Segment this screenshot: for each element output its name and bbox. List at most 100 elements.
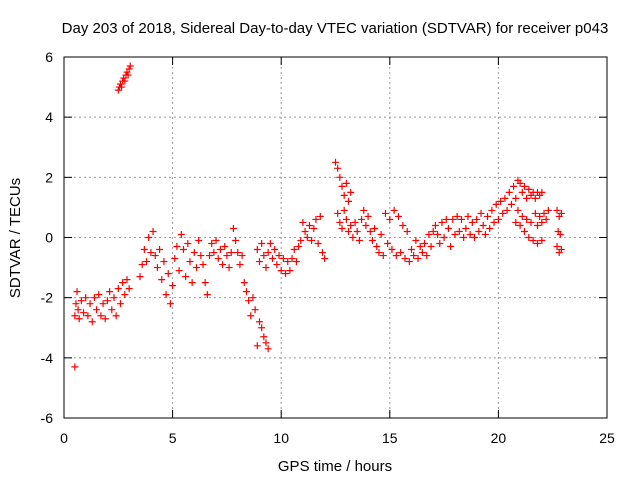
data-point-plus-marker bbox=[184, 240, 192, 248]
x-tick-label: 20 bbox=[491, 430, 507, 446]
data-point-plus-marker bbox=[481, 230, 489, 238]
data-point-plus-marker bbox=[305, 221, 313, 229]
data-point-plus-marker bbox=[223, 252, 231, 260]
data-point-plus-marker bbox=[140, 246, 148, 254]
data-point-plus-marker bbox=[494, 215, 502, 223]
data-point-plus-marker bbox=[412, 237, 420, 245]
data-point-plus-marker bbox=[190, 249, 198, 257]
data-point-plus-marker bbox=[355, 237, 363, 245]
data-point-plus-marker bbox=[477, 209, 485, 217]
data-point-plus-marker bbox=[416, 243, 424, 251]
data-point-plus-marker bbox=[342, 179, 350, 187]
y-tick-label: -4 bbox=[41, 350, 54, 366]
data-point-plus-marker bbox=[95, 291, 103, 299]
data-point-plus-marker bbox=[74, 306, 82, 314]
data-point-plus-marker bbox=[360, 206, 368, 214]
data-point-plus-marker bbox=[264, 249, 272, 257]
data-point-plus-marker bbox=[121, 77, 129, 85]
data-point-plus-marker bbox=[299, 218, 307, 226]
data-point-plus-marker bbox=[290, 246, 298, 254]
data-point-plus-marker bbox=[503, 206, 511, 214]
data-point-plus-marker bbox=[151, 252, 159, 260]
data-point-plus-marker bbox=[473, 215, 481, 223]
data-point-plus-marker bbox=[429, 227, 437, 235]
data-point-plus-marker bbox=[442, 215, 450, 223]
data-point-plus-marker bbox=[347, 188, 355, 196]
data-point-plus-marker bbox=[444, 224, 452, 232]
data-point-plus-marker bbox=[484, 212, 492, 220]
data-point-plus-marker bbox=[340, 206, 348, 214]
data-point-plus-marker bbox=[182, 273, 190, 281]
data-point-plus-marker bbox=[275, 252, 283, 260]
data-point-plus-marker bbox=[512, 218, 520, 226]
data-point-plus-marker bbox=[516, 221, 524, 229]
data-point-plus-marker bbox=[255, 318, 263, 326]
x-tick-label: 25 bbox=[599, 430, 615, 446]
tick-labels: 0 5 10 15 20 25 -6 -4 -2 0 2 4 6 bbox=[41, 49, 615, 446]
data-point-plus-marker bbox=[447, 243, 455, 251]
data-point-plus-marker bbox=[377, 230, 385, 238]
data-point-plus-marker bbox=[277, 267, 285, 275]
data-point-plus-marker bbox=[349, 234, 357, 241]
data-point-plus-marker bbox=[464, 212, 472, 220]
data-point-plus-marker bbox=[266, 240, 274, 248]
data-point-plus-marker bbox=[434, 230, 442, 238]
data-point-plus-marker bbox=[242, 288, 250, 296]
x-axis-label: GPS time / hours bbox=[278, 458, 392, 475]
data-point-plus-marker bbox=[297, 237, 305, 245]
data-point-plus-marker bbox=[516, 179, 524, 187]
data-point-plus-marker bbox=[253, 342, 261, 350]
data-point-plus-marker bbox=[121, 291, 129, 299]
data-point-plus-marker bbox=[368, 237, 376, 245]
data-point-plus-marker bbox=[375, 249, 383, 257]
data-point-plus-marker bbox=[390, 206, 398, 214]
data-point-plus-marker bbox=[497, 197, 505, 205]
data-point-plus-marker bbox=[556, 230, 564, 238]
data-point-plus-marker bbox=[401, 255, 409, 263]
data-point-plus-marker bbox=[247, 312, 255, 320]
data-point-plus-marker bbox=[466, 230, 474, 238]
data-point-plus-marker bbox=[303, 234, 311, 241]
data-point-plus-marker bbox=[201, 279, 209, 287]
data-point-plus-marker bbox=[414, 255, 422, 263]
data-point-plus-marker bbox=[114, 86, 122, 94]
data-point-plus-marker bbox=[269, 255, 277, 263]
data-point-plus-marker bbox=[149, 227, 157, 235]
data-point-plus-marker bbox=[336, 173, 344, 181]
data-point-plus-marker bbox=[529, 237, 537, 245]
data-point-plus-marker bbox=[425, 230, 433, 238]
data-point-plus-marker bbox=[392, 252, 400, 260]
data-point-plus-marker bbox=[340, 191, 348, 199]
data-point-plus-marker bbox=[388, 246, 396, 254]
data-point-plus-marker bbox=[210, 249, 218, 257]
data-point-plus-marker bbox=[249, 294, 257, 302]
data-point-plus-marker bbox=[449, 215, 457, 223]
data-point-plus-marker bbox=[286, 267, 294, 275]
data-point-plus-marker bbox=[310, 224, 318, 232]
data-point-plus-marker bbox=[488, 206, 496, 214]
data-point-plus-marker bbox=[71, 312, 79, 320]
data-point-plus-marker bbox=[225, 264, 233, 272]
data-point-plus-marker bbox=[295, 243, 303, 251]
data-point-plus-marker bbox=[540, 209, 548, 217]
data-point-plus-marker bbox=[273, 261, 281, 269]
data-point-plus-marker bbox=[288, 255, 296, 263]
data-point-plus-marker bbox=[518, 212, 526, 220]
data-point-plus-marker bbox=[440, 234, 448, 241]
data-point-plus-marker bbox=[238, 252, 246, 260]
data-point-plus-marker bbox=[353, 227, 361, 235]
data-point-plus-marker bbox=[160, 258, 168, 266]
data-point-plus-marker bbox=[557, 209, 565, 217]
data-point-plus-marker bbox=[208, 240, 216, 248]
data-point-plus-marker bbox=[166, 300, 174, 308]
data-point-plus-marker bbox=[336, 218, 344, 226]
data-point-plus-marker bbox=[75, 315, 83, 323]
data-point-plus-marker bbox=[505, 188, 513, 196]
data-point-plus-marker bbox=[423, 252, 431, 260]
data-point-plus-marker bbox=[147, 249, 155, 257]
data-point-plus-marker bbox=[531, 194, 539, 202]
data-point-plus-marker bbox=[538, 237, 546, 245]
data-point-plus-marker bbox=[258, 324, 266, 332]
data-point-plus-marker bbox=[431, 221, 439, 229]
